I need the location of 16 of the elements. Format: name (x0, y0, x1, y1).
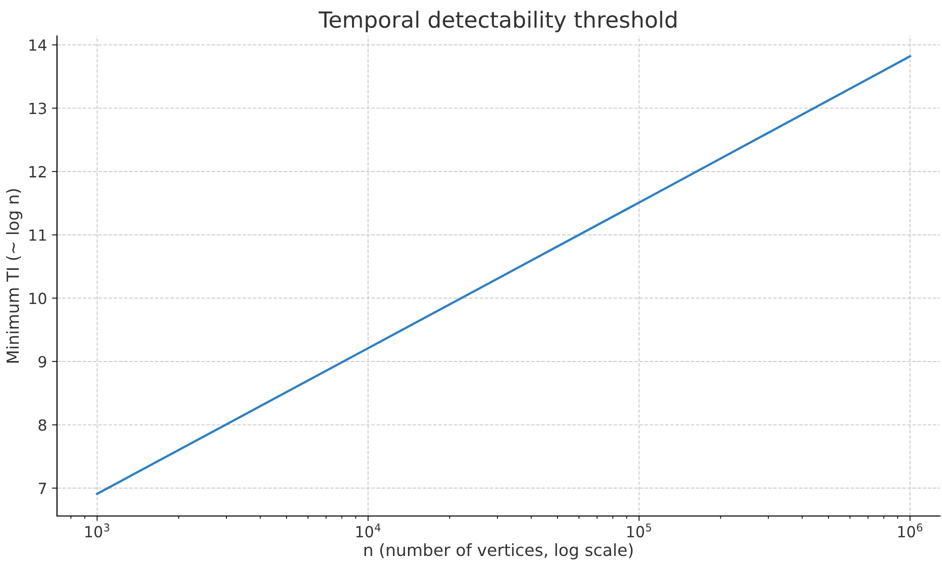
y-tick-label: 12 (30, 166, 46, 178)
x-tick-label: 10$^{4}$ (356, 524, 380, 538)
y-tick-label: 13 (30, 102, 46, 114)
chart-title: Temporal detectability threshold (318, 10, 676, 32)
y-tick-label: 10 (30, 292, 46, 304)
y-tick-label: 14 (30, 40, 46, 51)
x-tick-label: 10$^{5}$ (627, 524, 652, 538)
line-series (96, 55, 912, 495)
x-tick-label: 10$^{3}$ (85, 523, 110, 538)
x-axis-title: n (number of vertices, log scale) (364, 543, 633, 560)
y-tick-label: 9 (38, 356, 46, 368)
y-tick-label: 11 (30, 230, 46, 241)
y-tick-label: 8 (38, 419, 46, 431)
y-axis-title: Minimum TI (~ log n) (6, 189, 22, 363)
y-tick-label: 7 (38, 482, 46, 494)
x-tick-label: 10$^{6}$ (898, 523, 922, 538)
